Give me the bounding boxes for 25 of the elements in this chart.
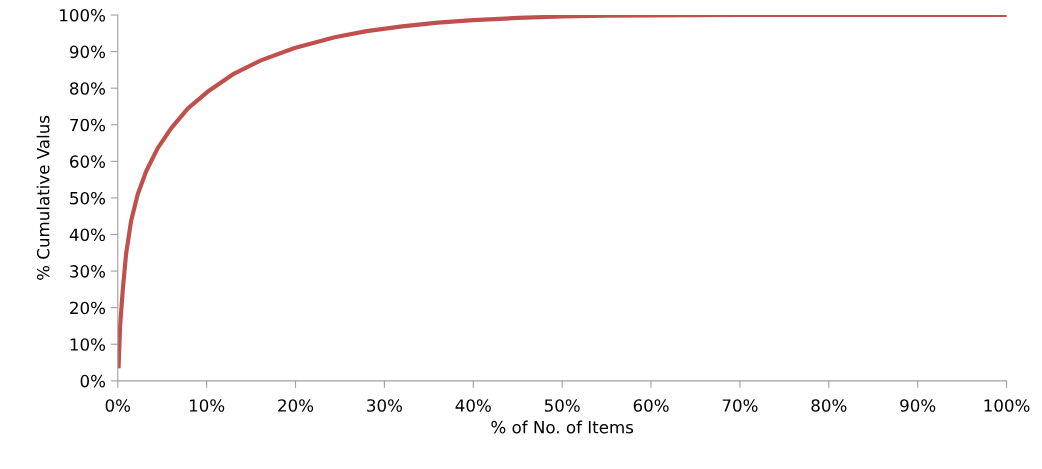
x-tick-label: 20% [278,399,314,412]
y-tick-label: 90% [69,45,106,59]
y-tick-label: 60% [70,155,106,168]
y-tick-label: 10% [70,338,106,351]
line-series [117,15,1007,369]
x-tick-label: 60% [633,399,669,412]
x-tick-label: 10% [189,399,225,412]
x-tick-label: 80% [811,399,847,412]
x-axis-title: % of No. of Items [491,420,634,434]
y-tick-label: 50% [70,191,106,205]
y-axis-title: % Cumulative Valus [36,115,50,280]
y-tick-label: 30% [70,265,106,278]
x-tick-label: 0% [105,399,131,412]
x-tick-label: 90% [900,399,936,412]
y-tick-label: 40% [69,228,106,242]
y-tick-label: 0% [80,374,106,388]
x-tick-label: 30% [367,399,402,412]
x-tick-label: 100% [984,399,1030,412]
y-tick-label: 100% [60,8,106,22]
y-tick-label: 70% [70,118,106,132]
y-tick-label: 80% [70,82,106,95]
x-tick-label: 70% [722,399,758,412]
x-tick-label: 50% [544,399,580,412]
x-tick-label: 40% [455,399,491,412]
y-tick-label: 20% [70,301,106,315]
